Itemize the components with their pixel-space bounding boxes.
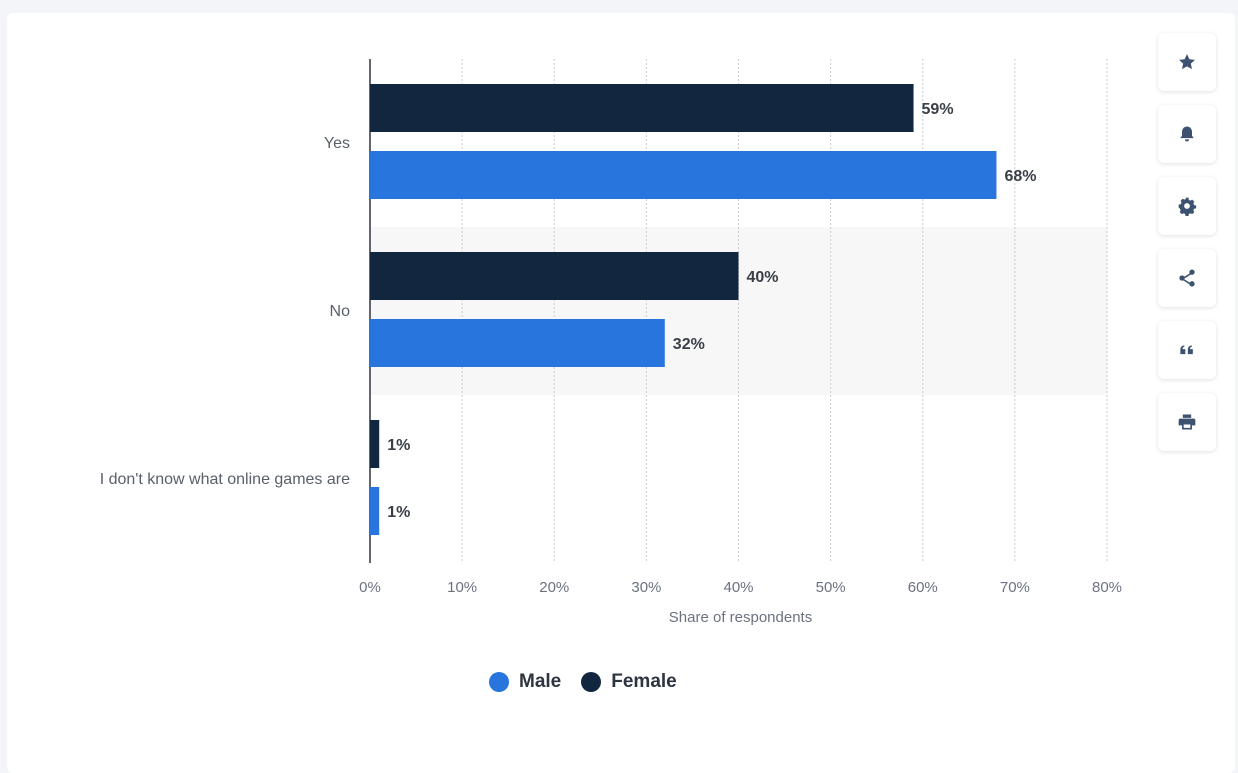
x-tick-label: 10%	[447, 579, 477, 596]
share-icon	[1179, 269, 1195, 287]
x-tick-label: 80%	[1092, 579, 1122, 596]
bar-male	[370, 151, 997, 199]
data-label: 1%	[387, 504, 410, 521]
quote-icon	[1180, 345, 1193, 355]
x-axis-title: Share of respondents	[669, 609, 812, 626]
favorite-button[interactable]	[1158, 33, 1216, 91]
x-tick-label: 70%	[1000, 579, 1030, 596]
bell-icon	[1180, 126, 1194, 142]
notification-button[interactable]	[1158, 105, 1216, 163]
category-label: No	[330, 303, 351, 320]
chart-legend: Male Female	[489, 670, 697, 694]
gear-icon	[1178, 197, 1197, 216]
legend-dot	[489, 672, 509, 692]
data-label: 32%	[673, 336, 705, 353]
x-tick-label: 0%	[359, 579, 381, 596]
x-tick-label: 50%	[816, 579, 846, 596]
bar-female	[370, 84, 914, 132]
data-label: 68%	[1004, 168, 1036, 185]
data-label: 59%	[922, 101, 954, 118]
bar-male	[370, 319, 665, 367]
toolbar	[1158, 33, 1218, 465]
x-tick-label: 60%	[908, 579, 938, 596]
x-tick-label: 20%	[539, 579, 569, 596]
category-label: Yes	[324, 135, 350, 152]
share-button[interactable]	[1158, 249, 1216, 307]
bar-female	[370, 420, 380, 468]
x-tick-label: 30%	[631, 579, 661, 596]
print-icon	[1178, 414, 1196, 430]
legend-dot	[581, 672, 602, 692]
bar-male	[370, 487, 380, 535]
data-label: 40%	[747, 269, 779, 286]
legend-item-male[interactable]: Male	[489, 671, 561, 693]
print-button[interactable]	[1158, 393, 1216, 451]
star-icon	[1179, 54, 1195, 70]
legend-label: Female	[611, 671, 677, 692]
cite-button[interactable]	[1158, 321, 1216, 379]
bar-female	[370, 252, 739, 300]
x-tick-label: 40%	[723, 579, 753, 596]
category-label: I don't know what online games are	[100, 471, 350, 488]
legend-label: Male	[519, 671, 562, 692]
data-label: 1%	[387, 437, 410, 454]
settings-button[interactable]	[1158, 177, 1216, 235]
legend-item-female[interactable]: Female	[581, 671, 677, 693]
